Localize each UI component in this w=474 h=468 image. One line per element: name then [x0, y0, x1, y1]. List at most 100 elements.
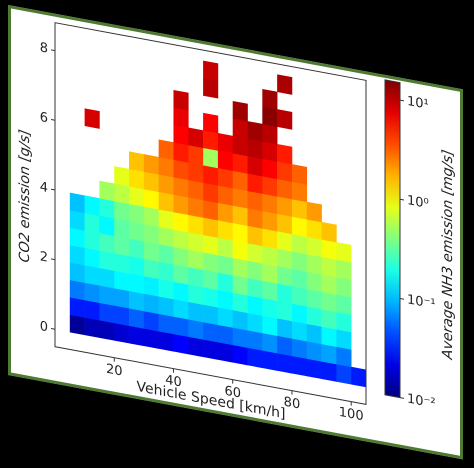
heat-cell	[173, 194, 189, 215]
heat-cell	[247, 312, 263, 334]
heat-cell	[306, 341, 322, 362]
heat-cell	[129, 168, 145, 190]
heat-cell	[188, 162, 204, 183]
heat-cell	[277, 178, 293, 200]
heat-cell	[188, 127, 204, 149]
heat-cell	[336, 276, 352, 298]
heat-cell	[173, 333, 189, 355]
heat-cell	[306, 201, 322, 223]
heat-cell	[217, 254, 234, 276]
heat-cell	[69, 314, 85, 336]
heat-cell	[143, 188, 159, 210]
heat-cell	[321, 239, 337, 260]
colorbar-label: Average NH3 emission [mg/s]	[440, 149, 456, 362]
heat-cell	[143, 241, 159, 262]
heat-cell	[158, 313, 174, 335]
y-tick-label: 6	[40, 110, 48, 126]
heat-cell	[129, 186, 145, 207]
heat-cell	[99, 198, 115, 219]
heat-cell	[336, 294, 352, 315]
heat-cell	[217, 342, 234, 363]
heat-cell	[114, 235, 130, 257]
heat-cell	[262, 228, 278, 249]
heat-cell	[84, 212, 100, 234]
heat-cell	[99, 320, 115, 341]
heat-cell	[277, 231, 293, 252]
heat-cell	[99, 285, 115, 306]
heat-cell	[277, 109, 293, 130]
heat-cell	[143, 223, 159, 245]
heat-cell	[188, 319, 204, 340]
heat-cell	[247, 260, 263, 281]
heat-cell	[277, 144, 293, 165]
heat-cell	[336, 259, 352, 281]
heat-cell	[143, 328, 159, 349]
heat-cell	[217, 289, 234, 311]
heat-cell	[291, 199, 308, 220]
heat-cell	[217, 202, 234, 224]
heat-cell	[158, 174, 174, 195]
heat-cell	[99, 302, 115, 324]
heat-cell	[203, 252, 219, 273]
heat-cell	[232, 135, 248, 157]
heat-cell	[336, 346, 352, 368]
colorbar-tick-label: 10⁻²	[407, 392, 436, 412]
heat-cell	[203, 165, 219, 186]
heat-cell	[69, 279, 85, 301]
heat-cell	[188, 232, 204, 253]
heat-cell	[99, 233, 115, 254]
heat-cell	[143, 258, 159, 280]
heat-cell	[84, 282, 100, 304]
heat-cell	[99, 267, 115, 289]
heat-cell	[217, 133, 234, 154]
heat-cell	[84, 265, 100, 286]
heat-cell	[203, 60, 219, 82]
heat-cell	[277, 213, 293, 235]
heat-cell	[173, 177, 189, 198]
colorbar-tick-label: 10⁻¹	[407, 292, 436, 312]
heat-cell	[262, 123, 278, 145]
heat-cell	[188, 214, 204, 236]
heat-cell	[217, 272, 234, 293]
heat-cell	[188, 266, 204, 288]
heat-cell	[203, 199, 219, 221]
heat-cell	[232, 170, 248, 192]
heat-cell	[173, 107, 189, 128]
heat-cell	[321, 343, 337, 365]
heat-cell	[247, 243, 263, 264]
heat-cell	[158, 243, 174, 265]
heat-cell	[173, 124, 189, 146]
heat-cell	[158, 278, 174, 300]
heat-cell	[173, 281, 189, 303]
heat-cell	[188, 301, 204, 323]
colorbar-tick-label: 10¹	[407, 94, 429, 113]
heat-cell	[291, 181, 308, 203]
heat-cell	[203, 112, 219, 134]
heat-cell	[291, 320, 308, 342]
heat-cell	[203, 182, 219, 204]
heat-cell	[158, 261, 174, 282]
heat-cell	[203, 147, 219, 169]
heat-cell	[158, 156, 174, 178]
heat-cell	[232, 222, 248, 244]
y-tick-label: 2	[40, 249, 48, 265]
heat-cell	[262, 332, 278, 354]
heat-cell	[262, 141, 278, 162]
heat-cell	[232, 292, 248, 314]
heat-cell	[306, 219, 322, 240]
heat-cell	[247, 347, 263, 369]
heat-cell	[203, 304, 219, 326]
y-tick-label: 4	[40, 180, 48, 196]
heat-cell	[232, 205, 248, 226]
y-tick	[51, 119, 55, 121]
heat-cell	[291, 233, 308, 255]
heat-cell	[69, 192, 85, 214]
colorbar-tick-label: 10⁰	[407, 193, 429, 212]
heat-cell	[247, 121, 263, 142]
heat-cell	[232, 240, 248, 261]
heat-cell	[262, 298, 278, 319]
heat-cell	[173, 159, 189, 181]
chart-panel: CO2 emission [g/s] Vehicle Speed [km/h] …	[8, 5, 463, 460]
heat-cell	[217, 237, 234, 259]
